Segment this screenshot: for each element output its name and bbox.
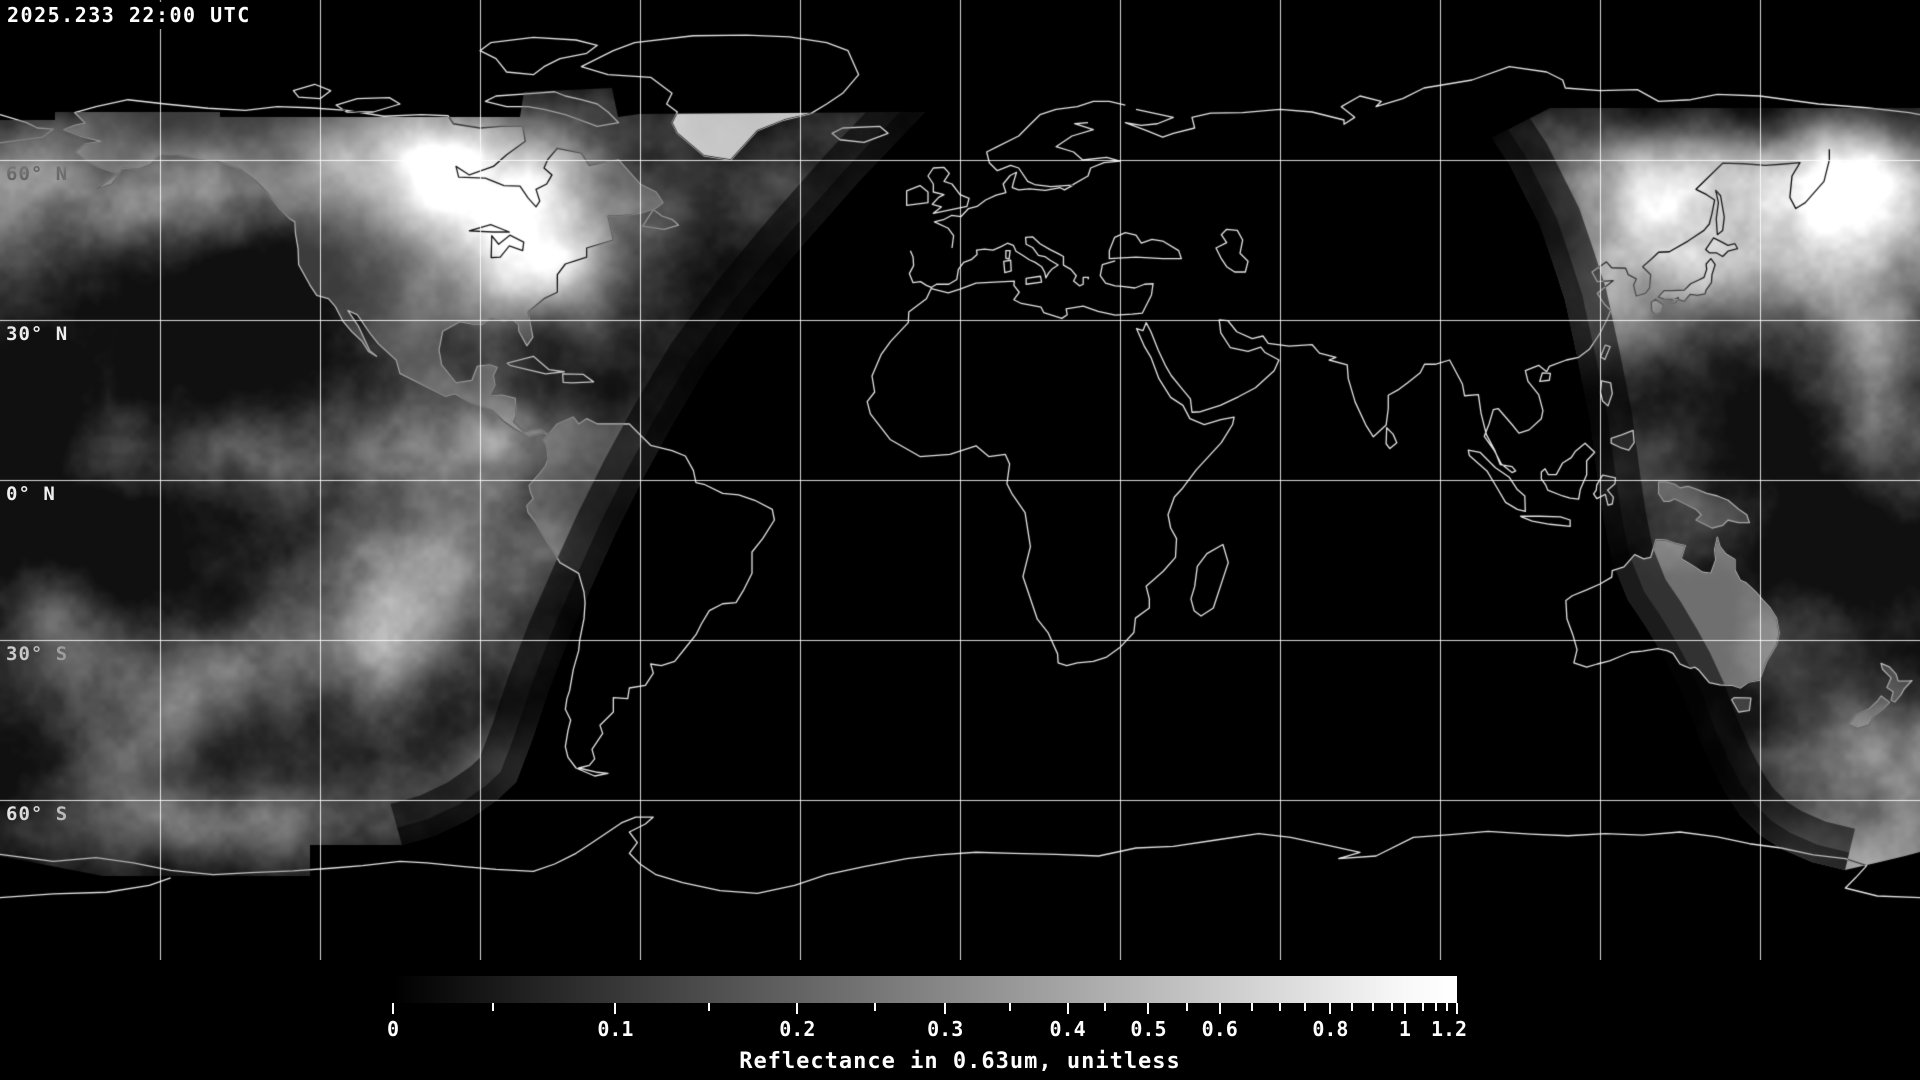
colorbar-tick-label: 0.1 <box>597 1017 634 1041</box>
colorbar-major-tick <box>614 1003 617 1014</box>
colorbar-major-tick <box>1218 1003 1221 1014</box>
colorbar-minor-tick <box>1421 1003 1424 1011</box>
satellite-map-canvas <box>0 0 1920 960</box>
colorbar-caption: Reflectance in 0.63um, unitless <box>739 1049 1181 1074</box>
colorbar-minor-tick <box>708 1003 710 1011</box>
colorbar-tick-label: 1.2 <box>1430 1017 1468 1041</box>
colorbar-tick-label: 0.2 <box>779 1017 816 1041</box>
colorbar-minor-tick <box>1303 1003 1306 1011</box>
colorbar-tick-label: 0.3 <box>927 1017 964 1041</box>
colorbar-major-tick <box>1456 1003 1458 1014</box>
colorbar-minor-tick <box>1103 1003 1106 1011</box>
colorbar-minor-tick <box>1391 1003 1394 1011</box>
timestamp-label: 2025.233 22:00 UTC <box>5 2 257 29</box>
colorbar-gradient <box>393 976 1457 1003</box>
colorbar-minor-tick <box>1279 1003 1282 1011</box>
colorbar-tick-label: 0.8 <box>1312 1017 1349 1041</box>
colorbar-minor-tick <box>1350 1003 1353 1011</box>
colorbar-area: 0 0.1 0.2 0.3 0.4 0.5 0.6 0.8 1 1.2 Reflectance i… <box>0 960 1920 1080</box>
lat-label: 30° N <box>6 323 69 345</box>
colorbar-minor-tick <box>1446 1003 1449 1011</box>
world-map-region: 2025.233 22:00 UTC 60° N 30° N 0° N 30° S 60… <box>0 0 1920 960</box>
colorbar-tick-label: 0.4 <box>1049 1017 1086 1041</box>
colorbar-tick-label: 0.6 <box>1201 1017 1238 1041</box>
colorbar-minor-tick <box>1185 1003 1188 1011</box>
lat-label: 60° N <box>6 163 69 185</box>
colorbar-tick-label: 1 <box>1398 1017 1411 1041</box>
colorbar-minor-tick <box>1371 1003 1374 1011</box>
colorbar-minor-tick <box>1434 1003 1437 1011</box>
lat-label: 60° S <box>6 803 69 825</box>
colorbar-major-tick <box>392 1003 394 1014</box>
colorbar-minor-tick <box>873 1003 876 1011</box>
colorbar-major-tick <box>944 1003 947 1014</box>
colorbar-major-tick <box>1066 1003 1069 1014</box>
colorbar-tick-label: 0 <box>386 1017 400 1041</box>
colorbar-major-tick <box>796 1003 799 1014</box>
colorbar-major-tick <box>1403 1003 1406 1014</box>
lat-label: 0° N <box>6 483 56 505</box>
colorbar-major-tick <box>1147 1003 1150 1014</box>
colorbar-minor-tick <box>1250 1003 1253 1011</box>
colorbar-tick-label: 0.5 <box>1130 1017 1167 1041</box>
colorbar-minor-tick <box>492 1003 495 1011</box>
lat-label: 30° S <box>6 643 69 665</box>
colorbar-minor-tick <box>1009 1003 1012 1011</box>
colorbar-major-tick <box>1329 1003 1332 1014</box>
